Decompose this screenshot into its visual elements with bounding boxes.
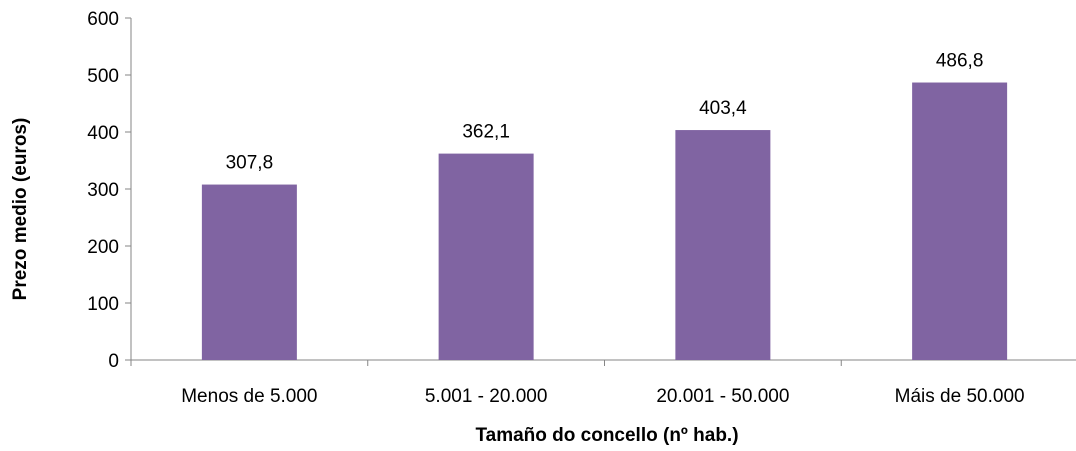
x-axis: Menos de 5.000 5.001 - 20.000 20.001 - 50.… (130, 359, 1076, 407)
data-labels: 307,8 362,1 403,4 486,8 (226, 51, 984, 174)
y-tick-label: 100 (87, 294, 119, 315)
bar (438, 153, 534, 360)
y-tick-label: 200 (87, 237, 119, 258)
y-tick-label: 300 (87, 180, 119, 201)
y-tick-label: 500 (87, 66, 119, 87)
y-axis-title: Prezo medio (euros) (10, 118, 31, 301)
y-tick-label: 400 (87, 123, 119, 144)
bar (675, 130, 771, 360)
data-label: 486,8 (936, 51, 984, 72)
y-tick-label: 0 (108, 351, 119, 372)
data-label: 362,1 (462, 122, 510, 143)
x-axis-title: Tamaño do concello (nº hab.) (475, 425, 738, 446)
bars (201, 82, 1008, 361)
y-tick-label: 600 (87, 9, 119, 30)
x-tick-label: Máis de 50.000 (895, 386, 1025, 407)
data-label: 307,8 (226, 153, 274, 174)
bar (201, 184, 297, 360)
x-tick-label: Menos de 5.000 (181, 386, 317, 407)
data-label: 403,4 (699, 98, 747, 119)
x-tick-label: 5.001 - 20.000 (425, 386, 548, 407)
bar (912, 82, 1008, 361)
y-axis: 0 100 200 300 400 500 600 (87, 9, 132, 372)
x-tick-label: 20.001 - 50.000 (656, 386, 789, 407)
